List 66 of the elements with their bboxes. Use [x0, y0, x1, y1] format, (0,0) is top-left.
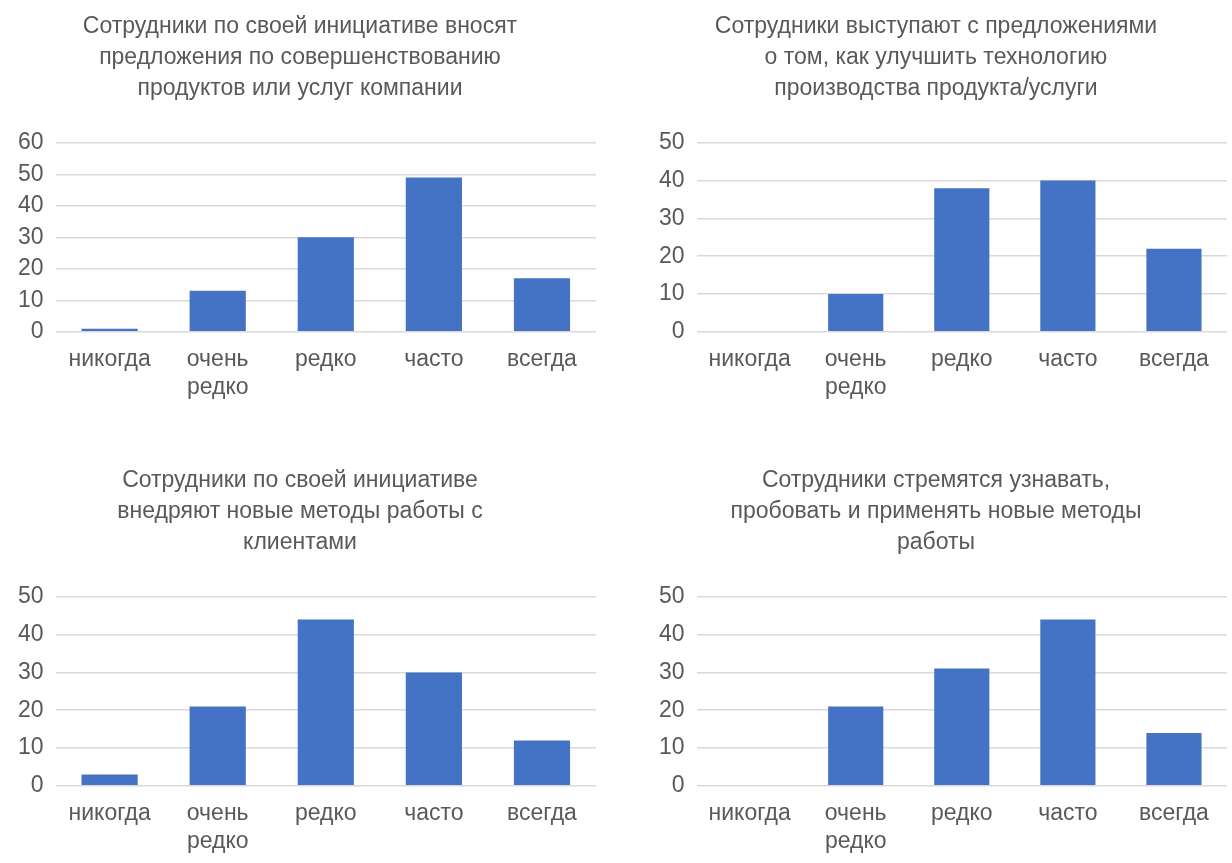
bar — [513, 278, 571, 332]
x-tick-label: очень редко — [186, 798, 249, 853]
x-tick-label: всегда — [1139, 344, 1210, 371]
x-tick-label: всегда — [507, 798, 578, 825]
y-tick-label: 10 — [17, 733, 44, 760]
x-tick-label: никогда — [68, 798, 151, 825]
y-tick-label: 30 — [17, 657, 44, 684]
chart-title: Сотрудники выступают с предложениями о том, как улучшить технологию производства продукта/услуги — [713, 11, 1159, 102]
y-tick-label: 30 — [658, 203, 685, 230]
bar — [1040, 619, 1096, 786]
y-tick-label: 20 — [658, 695, 685, 722]
x-tick-label: очень редко — [824, 344, 887, 399]
x-tick-label: очень редко — [824, 798, 887, 853]
bar — [297, 237, 354, 332]
bar — [81, 774, 138, 786]
y-tick-label: 30 — [658, 657, 685, 684]
y-tick-label: 40 — [17, 191, 44, 218]
bar — [405, 672, 462, 786]
x-tick-label: редко — [930, 798, 993, 825]
x-tick-label: всегда — [1139, 798, 1210, 825]
y-tick-label: 20 — [17, 695, 44, 722]
bar — [934, 668, 990, 786]
x-tick-label: часто — [1038, 344, 1098, 371]
bar — [1146, 248, 1202, 332]
y-tick-label: 0 — [671, 317, 685, 344]
y-tick-label: 40 — [658, 619, 685, 646]
y-tick-label: 0 — [30, 771, 44, 798]
y-tick-label: 10 — [658, 279, 685, 306]
x-tick-label: очень редко — [186, 344, 249, 399]
x-tick-label: всегда — [507, 344, 578, 371]
y-tick-label: 0 — [30, 317, 44, 344]
y-tick-label: 20 — [17, 254, 44, 281]
x-tick-label: редко — [294, 798, 357, 825]
x-tick-label: никогда — [68, 344, 151, 371]
bar — [1040, 180, 1096, 332]
y-tick-label: 0 — [671, 771, 685, 798]
x-tick-label: редко — [930, 344, 993, 371]
bar — [297, 619, 354, 786]
y-tick-label: 20 — [658, 241, 685, 268]
bar — [828, 294, 884, 332]
y-tick-label: 60 — [17, 128, 44, 155]
x-tick-label: часто — [1038, 798, 1098, 825]
chart-title: Сотрудники по своей инициативе внедряют новые методы работы с клиентами — [116, 465, 484, 556]
bar — [405, 177, 462, 332]
y-tick-label: 10 — [17, 285, 44, 312]
bar — [189, 706, 246, 786]
y-tick-label: 30 — [17, 222, 44, 249]
y-tick-label: 50 — [17, 582, 44, 609]
y-tick-label: 10 — [658, 733, 685, 760]
y-tick-label: 40 — [17, 619, 44, 646]
bar — [934, 188, 990, 332]
x-tick-label: часто — [404, 344, 464, 371]
chart-title: Сотрудники стремятся узнавать, пробовать и применять новые методы работы — [729, 465, 1143, 556]
x-tick-label: редко — [294, 344, 357, 371]
y-tick-label: 40 — [658, 165, 685, 192]
bar — [828, 706, 884, 786]
y-tick-label: 50 — [658, 128, 685, 155]
x-tick-label: никогда — [708, 798, 791, 825]
x-tick-label: никогда — [708, 344, 791, 371]
y-tick-label: 50 — [658, 582, 685, 609]
chart-title: Сотрудники по своей инициативе вносят предложения по совершенствованию продуктов или услуг компании — [81, 11, 519, 102]
x-tick-label: часто — [404, 798, 464, 825]
bar — [189, 290, 246, 332]
bar — [513, 740, 571, 786]
bar — [1146, 732, 1202, 786]
y-tick-label: 50 — [17, 159, 44, 186]
